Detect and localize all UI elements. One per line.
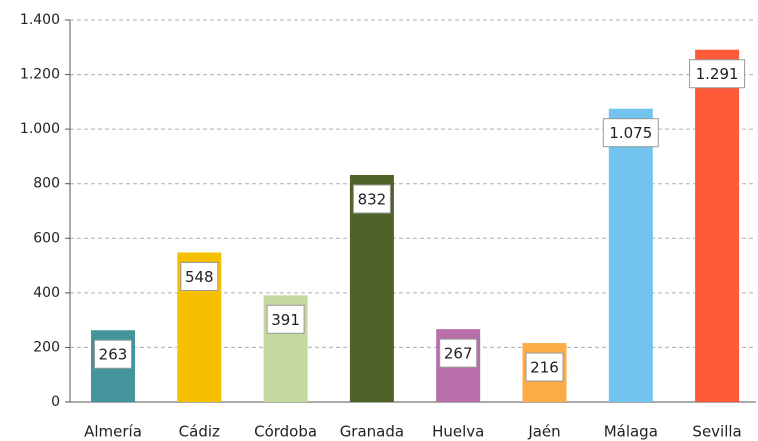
y-tick-label: 600 bbox=[33, 230, 60, 246]
x-tick-label: Almería bbox=[84, 423, 142, 441]
x-tick-label: Córdoba bbox=[254, 423, 317, 441]
data-label-box bbox=[525, 352, 564, 382]
data-label-box bbox=[266, 304, 305, 334]
bar bbox=[608, 108, 653, 402]
y-tick-label: 0 bbox=[51, 394, 60, 410]
x-tick-label: Huelva bbox=[432, 423, 484, 441]
data-label-box bbox=[689, 59, 746, 89]
data-label: 263 bbox=[99, 346, 128, 364]
data-label-box bbox=[602, 118, 659, 148]
data-label: 216 bbox=[530, 359, 559, 377]
x-tick-label: Sevilla bbox=[692, 423, 741, 441]
x-tick-label: Jaén bbox=[527, 423, 560, 441]
x-tick-label: Granada bbox=[340, 423, 404, 441]
data-label: 548 bbox=[185, 268, 214, 286]
data-label: 1.075 bbox=[609, 124, 652, 142]
x-tick-label: Málaga bbox=[604, 423, 658, 441]
data-label-box bbox=[352, 184, 391, 214]
y-tick-label: 800 bbox=[33, 176, 60, 192]
data-label-box bbox=[439, 338, 478, 368]
y-tick-label: 1.400 bbox=[20, 12, 60, 28]
y-tick-label: 200 bbox=[33, 339, 60, 355]
data-label: 1.291 bbox=[696, 65, 739, 83]
data-label: 832 bbox=[358, 190, 387, 208]
data-label-box bbox=[94, 339, 132, 369]
y-tick-label: 1.200 bbox=[20, 67, 60, 83]
bar bbox=[695, 49, 740, 403]
data-label: 391 bbox=[271, 311, 300, 329]
data-label-box bbox=[180, 261, 219, 291]
y-tick-label: 400 bbox=[33, 285, 60, 301]
y-tick-label: 1.000 bbox=[20, 121, 60, 137]
x-tick-label: Cádiz bbox=[179, 423, 220, 441]
data-label: 267 bbox=[444, 345, 473, 363]
